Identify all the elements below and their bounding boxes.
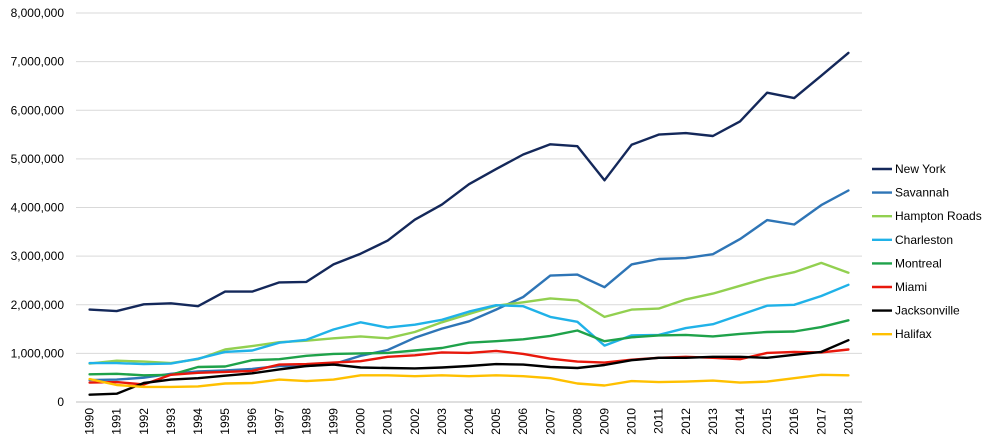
y-axis: 0 1,000,000 2,000,000 3,000,000 4,000,000 5,0… bbox=[11, 6, 65, 409]
legend-item-halifax: Halifax bbox=[872, 327, 932, 341]
x-tick-label: 2006 bbox=[516, 408, 530, 435]
y-tick-label: 6,000,000 bbox=[11, 103, 65, 117]
legend-label: Miami bbox=[895, 280, 927, 294]
legend-item-hampton-roads: Hampton Roads bbox=[872, 209, 982, 223]
x-tick-label: 2012 bbox=[679, 408, 693, 435]
legend-label: Halifax bbox=[895, 327, 932, 341]
y-tick-label: 7,000,000 bbox=[11, 55, 65, 69]
x-tick-label: 1990 bbox=[83, 408, 97, 435]
x-tick-label: 2018 bbox=[841, 408, 855, 435]
series-line-miami bbox=[88, 348, 850, 386]
legend-item-jacksonville: Jacksonville bbox=[872, 304, 960, 318]
x-tick-label: 2001 bbox=[381, 408, 395, 435]
x-tick-label: 2008 bbox=[570, 408, 584, 435]
legend-label: Charleston bbox=[895, 233, 953, 247]
y-tick-label: 5,000,000 bbox=[11, 152, 65, 166]
x-tick-label: 1999 bbox=[326, 408, 340, 435]
x-axis: 1990 1991 1992 1993 1994 1995 1996 1997 1998 1999… bbox=[83, 408, 856, 435]
x-tick-label: 1995 bbox=[218, 408, 232, 435]
legend-item-montreal: Montreal bbox=[872, 256, 942, 270]
y-tick-label: 1,000,000 bbox=[11, 346, 65, 360]
legend-item-new-york: New York bbox=[872, 162, 947, 176]
series-lines bbox=[88, 51, 850, 396]
y-tick-label: 3,000,000 bbox=[11, 249, 65, 263]
series-line-montreal bbox=[88, 319, 850, 377]
legend: New York Savannah Hampton Roads Charleston M… bbox=[872, 162, 982, 341]
y-tick-label: 8,000,000 bbox=[11, 6, 65, 20]
y-tick-label: 0 bbox=[57, 395, 64, 409]
series-line-charleston bbox=[88, 283, 850, 366]
x-tick-label: 2004 bbox=[462, 408, 476, 435]
x-tick-label: 2005 bbox=[489, 408, 503, 435]
legend-label: New York bbox=[895, 162, 947, 176]
x-tick-label: 2007 bbox=[543, 408, 557, 435]
x-tick-label: 2017 bbox=[814, 408, 828, 435]
x-tick-label: 2013 bbox=[706, 408, 720, 435]
x-tick-label: 2002 bbox=[408, 408, 422, 435]
x-tick-label: 2003 bbox=[435, 408, 449, 435]
x-tick-label: 2009 bbox=[598, 408, 612, 435]
legend-item-savannah: Savannah bbox=[872, 186, 949, 200]
x-tick-label: 1991 bbox=[110, 408, 124, 435]
x-tick-label: 1997 bbox=[272, 408, 286, 435]
x-tick-label: 1994 bbox=[191, 408, 205, 435]
x-tick-label: 2011 bbox=[652, 408, 666, 434]
legend-label: Montreal bbox=[895, 256, 942, 270]
x-tick-label: 2010 bbox=[625, 408, 639, 435]
x-tick-label: 1996 bbox=[245, 408, 259, 435]
x-tick-label: 2000 bbox=[354, 408, 368, 435]
x-tick-label: 1993 bbox=[164, 408, 178, 435]
x-tick-label: 2016 bbox=[787, 408, 801, 435]
legend-item-charleston: Charleston bbox=[872, 233, 953, 247]
gridlines bbox=[76, 12, 862, 403]
x-tick-label: 2014 bbox=[733, 408, 747, 435]
y-tick-label: 2,000,000 bbox=[11, 298, 65, 312]
legend-item-miami: Miami bbox=[872, 280, 927, 294]
legend-label: Jacksonville bbox=[895, 304, 960, 318]
legend-label: Hampton Roads bbox=[895, 209, 982, 223]
series-line-halifax bbox=[88, 373, 850, 389]
x-tick-label: 1998 bbox=[299, 408, 313, 435]
series-line-savannah bbox=[88, 189, 850, 382]
y-tick-label: 4,000,000 bbox=[11, 201, 65, 215]
legend-label: Savannah bbox=[895, 186, 949, 200]
x-tick-label: 2015 bbox=[760, 408, 774, 435]
series-line-jacksonville bbox=[88, 339, 850, 396]
series-line-new-york bbox=[88, 51, 850, 313]
x-tick-label: 1992 bbox=[137, 408, 151, 435]
series-line-hampton-roads bbox=[88, 261, 850, 365]
